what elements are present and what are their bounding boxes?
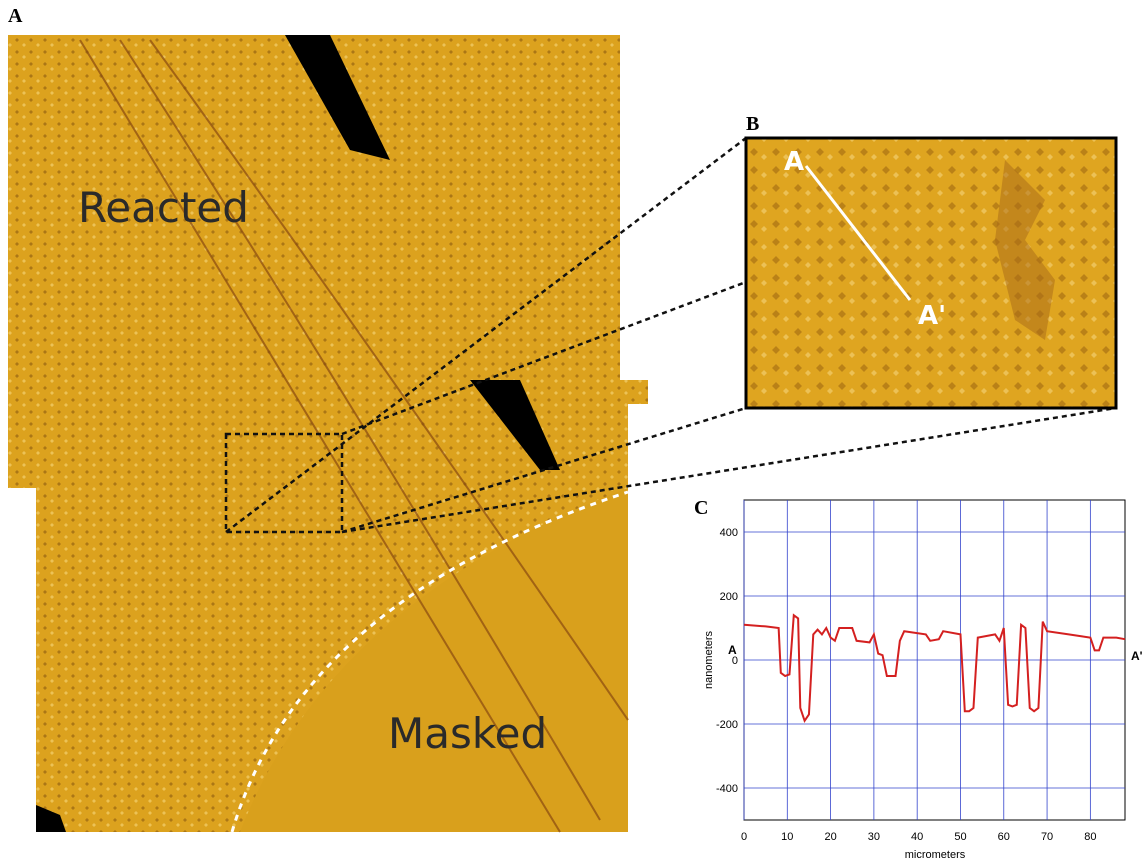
- x-tick-label: 70: [1041, 831, 1053, 843]
- x-tick-label: 80: [1084, 831, 1096, 843]
- figure: A Reacted Masked B A A' C micrometers na…: [0, 0, 1144, 866]
- y-axis-label: nanometers: [703, 630, 715, 689]
- x-tick-label: 10: [781, 831, 793, 843]
- y-tick-label: 0: [732, 655, 738, 667]
- panel-label: A: [8, 5, 23, 27]
- y-tick-label: -200: [716, 719, 738, 731]
- marker-label: A': [918, 301, 946, 331]
- region-label: Reacted: [78, 183, 249, 232]
- x-tick-label: 0: [741, 831, 747, 843]
- x-tick-label: 40: [911, 831, 923, 843]
- x-axis-label: micrometers: [905, 849, 966, 861]
- annotation: A': [1131, 649, 1143, 663]
- x-tick-label: 20: [824, 831, 836, 843]
- x-tick-label: 50: [954, 831, 966, 843]
- x-tick-label: 30: [868, 831, 880, 843]
- zoom-image: [746, 138, 1116, 408]
- y-tick-label: 200: [720, 591, 738, 603]
- panel-label: C: [694, 497, 708, 519]
- x-tick-label: 60: [998, 831, 1010, 843]
- panel-label: B: [746, 113, 759, 135]
- region-label: Masked: [388, 709, 547, 758]
- y-tick-label: 400: [720, 527, 738, 539]
- y-tick-label: -400: [716, 783, 738, 795]
- marker-label: A: [784, 147, 804, 177]
